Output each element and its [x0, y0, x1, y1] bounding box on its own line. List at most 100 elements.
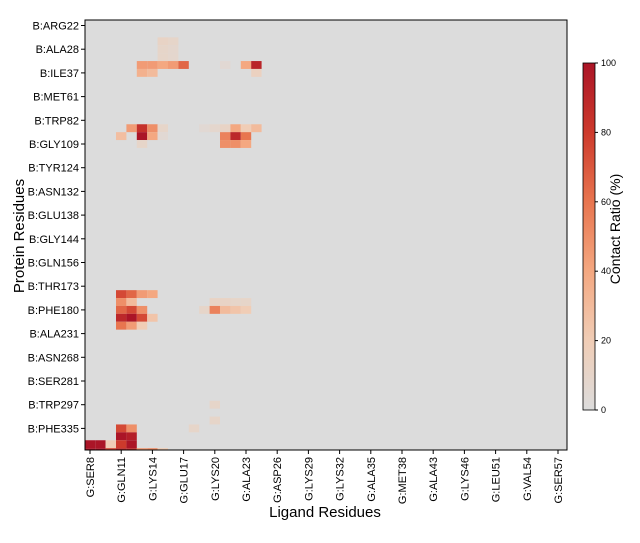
y-tick-label: B:ALA28 — [36, 44, 79, 56]
y-tick-label: B:TRP82 — [34, 115, 79, 127]
heatmap-cell — [116, 305, 127, 314]
heatmap-cell — [240, 140, 252, 148]
colorbar-tick-label: 100 — [601, 58, 616, 68]
plot-frame — [84, 19, 568, 451]
y-axis-label: Protein Residues — [11, 179, 28, 293]
heatmap-cell — [136, 290, 148, 299]
heatmap-cell — [230, 132, 241, 141]
x-tick-label: G:LYS20 — [210, 457, 222, 501]
heatmap-cell — [147, 448, 158, 450]
heatmap-cell — [178, 61, 189, 69]
heatmap-cell — [209, 124, 220, 133]
heatmap-cell — [251, 61, 262, 69]
x-axis-label: Ligand Residues — [269, 504, 381, 521]
y-tick-label: B:ALA231 — [29, 329, 79, 341]
heatmap-cell — [251, 124, 262, 133]
heatmap-cell — [136, 68, 148, 77]
colorbar-tick-label: 0 — [601, 405, 606, 415]
heatmap-cell — [209, 305, 220, 314]
x-tick-label: G:ALA43 — [428, 457, 440, 502]
heatmap-cell — [147, 290, 158, 299]
heatmap-cell — [147, 61, 158, 69]
y-tick-label: B:TYR124 — [28, 163, 79, 175]
heatmap-cell — [126, 305, 137, 314]
y-axis-ticks: B:ARG22 B:ALA28 B:ILE37 B:MET61 B:TRP82 B:GLY… — [28, 21, 85, 435]
x-tick-label: G:SER57 — [553, 457, 565, 503]
heatmap-cell — [116, 132, 127, 141]
heatmap-cell — [147, 313, 158, 322]
y-tick-label: B:SER281 — [28, 376, 79, 388]
heatmap-cell — [105, 448, 116, 450]
heatmap-cell — [116, 448, 127, 450]
heatmap-cell — [220, 132, 231, 141]
heatmap-cell — [116, 432, 127, 441]
heatmap-cell — [209, 298, 220, 306]
y-tick-label: B:PHE180 — [28, 305, 79, 317]
heatmap-cell — [251, 68, 262, 77]
heatmap-cell — [230, 298, 241, 306]
y-tick-label: B:PHE335 — [28, 423, 79, 435]
heatmap-cell — [126, 290, 137, 299]
heatmap-cell — [168, 456, 178, 464]
y-tick-label: B:ARG22 — [33, 21, 79, 33]
x-tick-label: G:LYS32 — [335, 457, 347, 501]
heatmap-cell — [136, 321, 148, 330]
colorbar-tick-label: 60 — [601, 197, 611, 207]
heatmap-cell — [240, 298, 252, 306]
heatmap-cell — [168, 53, 179, 62]
heatmap-cell — [157, 448, 168, 450]
heatmap-cell — [157, 124, 168, 133]
y-tick-label: B:GLN156 — [28, 258, 79, 270]
x-tick-label: G:ALA35 — [366, 457, 378, 502]
heatmap-cell — [126, 424, 137, 433]
heatmap-cell — [157, 37, 168, 46]
heatmap-cell — [240, 305, 252, 314]
heatmap-cell — [126, 440, 137, 449]
heatmap-cell — [188, 424, 200, 433]
x-axis-ticks: G:SER8 G:GLN11 G:LYS14 G:GLU17 G:LYS20 G:ALA2… — [85, 450, 565, 504]
y-tick-label: B:GLU138 — [28, 210, 79, 222]
heatmap-cell — [85, 448, 96, 450]
heatmap-cell — [116, 313, 127, 322]
x-tick-label: G:LYS14 — [147, 457, 159, 501]
heatmap-cell — [220, 140, 231, 148]
heatmap-cell — [116, 290, 127, 299]
heatmap-cell — [126, 321, 137, 330]
heatmap-cell — [240, 61, 252, 69]
heatmap-cell — [230, 140, 241, 148]
heatmap-cell — [116, 321, 127, 330]
heatmap-cell — [126, 124, 137, 133]
y-tick-label: B:ILE37 — [40, 68, 79, 80]
heatmap-cell — [147, 132, 158, 141]
colorbar: 0 20 40 60 80 100 — [582, 58, 616, 415]
heatmap-cell — [106, 456, 116, 464]
heatmap-cell — [147, 68, 158, 77]
heatmap-cell — [95, 440, 106, 449]
colorbar-gradient — [582, 62, 596, 411]
x-tick-label: G:VAL54 — [522, 457, 534, 501]
colorbar-label: Contact Ratio (%) — [607, 174, 623, 284]
heatmap-cell — [157, 132, 168, 141]
heatmap-cell — [199, 305, 210, 314]
heatmap-cell — [209, 416, 220, 425]
heatmap-cell — [230, 305, 241, 314]
heatmap-cell — [136, 124, 148, 133]
x-tick-label: G:LYS46 — [459, 457, 471, 501]
heatmap-cell — [116, 424, 127, 433]
heatmap-cell — [116, 440, 127, 449]
y-tick-label: B:TRP297 — [28, 400, 79, 412]
x-tick-label: G:ALA23 — [241, 457, 253, 502]
heatmap-cell — [105, 440, 116, 449]
y-tick-label: B:ASN132 — [28, 186, 79, 198]
heatmap-cell — [220, 305, 231, 314]
x-tick-label: G:GLU17 — [179, 457, 191, 503]
x-tick-label: G:MET38 — [397, 457, 409, 504]
heatmap-cell — [136, 313, 148, 322]
heatmap-cell — [157, 45, 168, 54]
heatmap-cell — [85, 440, 96, 449]
heatmap-cell — [137, 456, 147, 464]
heatmap-cell — [136, 448, 148, 450]
heatmap-cell — [126, 298, 137, 306]
heatmap-cell — [168, 37, 179, 46]
heatmap-background — [85, 20, 567, 450]
